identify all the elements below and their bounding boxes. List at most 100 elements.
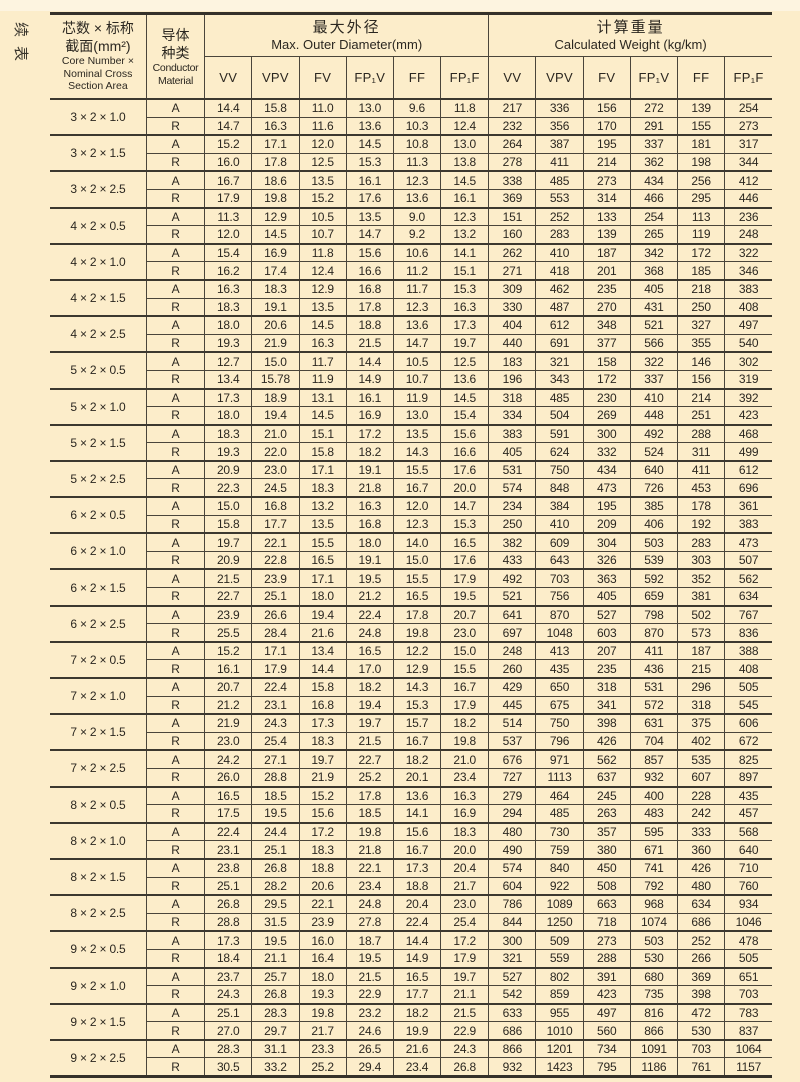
- weight-value-cell: 607: [676, 767, 726, 788]
- table-row: R 25.1 28.2 20.6 23.4 18.8 21.7 604 922 508 792 480…: [50, 876, 773, 896]
- diameter-value-cell: 14.5: [251, 225, 300, 245]
- conductor-material-cell: R: [145, 369, 206, 390]
- diameter-value-cell: 10.5: [392, 351, 442, 371]
- diameter-value-cell: 13.8: [440, 152, 490, 172]
- diameter-value-cell: 22.9: [345, 985, 394, 1005]
- diameter-value-cell: 16.9: [440, 804, 490, 824]
- weight-value-cell: 411: [676, 459, 726, 480]
- diameter-value-cell: 18.2: [345, 676, 394, 697]
- diameter-value-cell: 17.1: [298, 568, 347, 589]
- weight-value-cell: 375: [676, 713, 726, 733]
- table-row: R 20.9 22.8 16.5 19.1 15.0 17.6 433 643 326 539 303…: [50, 550, 773, 570]
- weight-value-cell: 514: [488, 713, 537, 733]
- diameter-value-cell: 11.2: [392, 261, 442, 281]
- weight-value-cell: 271: [488, 261, 537, 281]
- weight-value-cell: 300: [488, 930, 537, 950]
- weight-value-cell: 535: [676, 749, 726, 769]
- cable-spec-table: 芯数 × 标称 截面(mm²) Core Number × Nominal Cr…: [49, 12, 773, 1079]
- diameter-value-cell: 14.3: [392, 442, 442, 462]
- diameter-value-cell: 9.6: [392, 99, 442, 118]
- weight-value-cell: 291: [629, 116, 679, 136]
- weight-value-cell: 734: [582, 1038, 631, 1059]
- weight-value-cell: 932: [629, 767, 679, 788]
- diameter-value-cell: 13.6: [392, 315, 442, 335]
- weight-value-cell: 816: [629, 1002, 679, 1023]
- diameter-value-cell: 19.3: [298, 985, 347, 1005]
- diameter-value-cell: 21.2: [345, 587, 394, 607]
- diameter-value-cell: 11.9: [392, 387, 442, 408]
- weight-value-cell: 321: [488, 948, 537, 969]
- diameter-value-cell: 18.8: [298, 857, 347, 878]
- weight-value-cell: 798: [629, 604, 679, 625]
- diameter-value-cell: 12.9: [392, 659, 442, 679]
- weight-value-cell: 322: [629, 351, 679, 371]
- max-outer-diameter-header-zh: 最大外径: [312, 18, 381, 36]
- weight-value-cell: 553: [535, 188, 584, 209]
- weight-value-cell: 214: [582, 152, 631, 172]
- weight-value-cell: 436: [629, 659, 679, 679]
- diameter-value-cell: 15.6: [440, 423, 490, 444]
- diameter-value-cell: 28.2: [251, 876, 300, 896]
- core-size-cell: 8 × 2 × 2.5: [49, 894, 147, 932]
- diameter-value-cell: 22.3: [204, 478, 253, 498]
- conductor-material-cell: A: [145, 1038, 206, 1059]
- weight-value-cell: 369: [676, 966, 726, 987]
- weight-value-cell: 1089: [535, 894, 584, 914]
- weight-value-cell: 215: [676, 659, 726, 679]
- weight-value-cell: 217: [488, 99, 537, 118]
- diameter-value-cell: 16.2: [204, 261, 253, 281]
- diameter-value-cell: 22.1: [251, 532, 300, 552]
- conductor-material-cell: A: [145, 134, 206, 154]
- weight-value-cell: 405: [582, 587, 631, 607]
- diameter-value-cell: 15.3: [440, 514, 490, 534]
- weight-value-cell: 795: [582, 1057, 631, 1078]
- diameter-value-cell: 18.2: [392, 1002, 442, 1023]
- diameter-value-cell: 18.0: [298, 587, 347, 607]
- weight-value-cell: 279: [488, 785, 537, 806]
- weight-value-cell: 440: [488, 333, 537, 353]
- diameter-value-cell: 26.8: [251, 985, 300, 1005]
- table-row: R 17.5 19.5 15.6 18.5 14.1 16.9 294 485 263 483 242…: [50, 804, 773, 824]
- diameter-value-cell: 15.8: [251, 99, 300, 118]
- weight-value-cell: 968: [629, 894, 679, 914]
- diameter-value-cell: 20.4: [440, 857, 490, 878]
- conductor-material-cell: R: [145, 261, 206, 281]
- weight-value-cell: 418: [535, 261, 584, 281]
- table-row: 5 × 2 × 2.5 A 20.9 23.0 17.1 19.1 15.5 17.6 531 7…: [49, 459, 773, 498]
- weight-value-cell: 792: [629, 876, 679, 896]
- weight-value-cell: 326: [582, 550, 631, 570]
- weight-value-cell: 119: [676, 225, 726, 245]
- weight-value-cell: 405: [629, 278, 679, 299]
- weight-value-cell: 404: [488, 315, 537, 335]
- diameter-value-cell: 11.7: [298, 351, 347, 371]
- diameter-value-cell: 23.0: [440, 894, 490, 914]
- weight-value-cell: 503: [629, 532, 679, 552]
- diameter-value-cell: 21.0: [440, 749, 490, 769]
- weight-value-cell: 336: [535, 99, 584, 118]
- diameter-value-cell: 17.8: [392, 604, 442, 625]
- column-header-diameter-fv: FV: [298, 56, 347, 100]
- diameter-value-cell: 15.2: [298, 785, 347, 806]
- diameter-value-cell: 13.5: [345, 206, 394, 227]
- weight-value-cell: 473: [724, 532, 773, 552]
- diameter-value-cell: 25.4: [440, 912, 490, 932]
- conductor-material-cell: R: [145, 623, 206, 643]
- weight-value-cell: 392: [724, 387, 773, 408]
- weight-value-cell: 337: [629, 369, 679, 390]
- diameter-value-cell: 14.5: [440, 170, 490, 190]
- diameter-value-cell: 18.0: [204, 315, 253, 335]
- diameter-value-cell: 19.3: [204, 442, 253, 462]
- weight-value-cell: 643: [535, 550, 584, 570]
- weight-value-cell: 398: [676, 985, 726, 1005]
- diameter-value-cell: 12.9: [298, 278, 347, 299]
- weight-value-cell: 264: [488, 134, 537, 154]
- table-row: 3 × 2 × 1.5 A 15.2 17.1 12.0 14.5 10.8 13.0 264 3…: [49, 134, 773, 172]
- weight-value-cell: 531: [488, 459, 537, 480]
- weight-value-cell: 741: [629, 857, 679, 878]
- core-size-cell: 4 × 2 × 1.5: [49, 278, 147, 317]
- table-row: 5 × 2 × 1.5 A 18.3 21.0 15.1 17.2 13.5 15.6 383 5…: [49, 423, 773, 462]
- weight-value-cell: 971: [535, 749, 584, 769]
- diameter-value-cell: 18.2: [345, 442, 394, 462]
- weight-value-cell: 288: [676, 423, 726, 444]
- weight-value-cell: 245: [582, 785, 631, 806]
